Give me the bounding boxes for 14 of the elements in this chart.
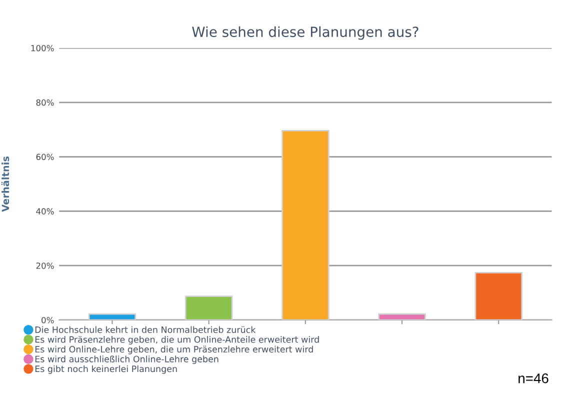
legend-label: Es gibt noch keinerlei Planungen bbox=[35, 365, 177, 374]
y-tick-label: 60% bbox=[36, 154, 54, 160]
legend-label: Es wird Präsenzlehre geben, die um Online-Anteile erweitert wird bbox=[35, 336, 319, 344]
y-tick-label: 40% bbox=[36, 208, 54, 214]
legend-label: Es wird ausschließlich Online-Lehre geben bbox=[35, 356, 218, 364]
y-tick-label: 80% bbox=[36, 99, 54, 106]
chart-title: Wie sehen diese Planungen aus? bbox=[192, 26, 418, 40]
y-tick-label: 20% bbox=[36, 262, 54, 269]
text: n=46 bbox=[518, 373, 548, 384]
legend-label: Es wird Online-Lehre geben, die um Präsenzlehre erweitert wird bbox=[35, 346, 313, 354]
y-tick-label: 100% bbox=[31, 44, 54, 52]
y-axis-title: Verhältnis bbox=[1, 156, 10, 212]
y-tick-label: 0% bbox=[42, 316, 54, 324]
legend-label: Die Hochschule kehrt in den Normalbetrieb zurück bbox=[35, 326, 256, 333]
